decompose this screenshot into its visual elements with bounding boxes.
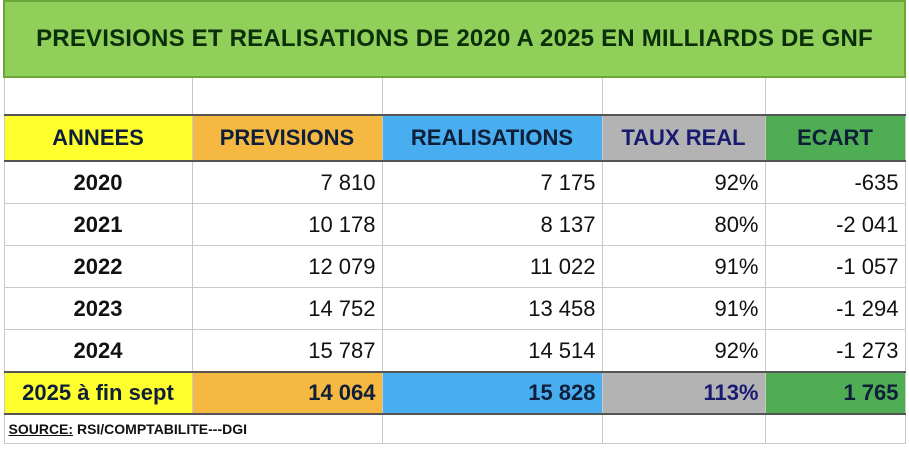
- year-cell[interactable]: 2021: [3, 203, 193, 246]
- header-annees[interactable]: ANNEES: [3, 114, 193, 162]
- total-realisations-cell[interactable]: 15 828: [381, 371, 603, 415]
- total-previsions-cell[interactable]: 14 064: [191, 371, 383, 415]
- header-ecart[interactable]: ECART: [764, 114, 906, 162]
- taux-cell[interactable]: 91%: [601, 287, 766, 330]
- taux-cell[interactable]: 80%: [601, 203, 766, 246]
- previsions-cell[interactable]: 12 079: [191, 245, 383, 288]
- total-taux-cell[interactable]: 113%: [601, 371, 766, 415]
- realisations-cell[interactable]: 8 137: [381, 203, 603, 246]
- header-realisations[interactable]: REALISATIONS: [381, 114, 603, 162]
- total-ecart-cell[interactable]: 1 765: [764, 371, 906, 415]
- table-row: 2021 10 178 8 137 80% -2 041: [3, 203, 906, 246]
- empty-cell[interactable]: [764, 76, 906, 116]
- ecart-cell[interactable]: -1 294: [764, 287, 906, 330]
- data-table: PREVISIONS ET REALISATIONS DE 2020 A 202…: [3, 0, 906, 444]
- year-cell[interactable]: 2020: [3, 160, 193, 204]
- ecart-cell[interactable]: -2 041: [764, 203, 906, 246]
- header-previsions[interactable]: PREVISIONS: [191, 114, 383, 162]
- header-row: ANNEES PREVISIONS REALISATIONS TAUX REAL…: [3, 114, 906, 162]
- table-row: 2023 14 752 13 458 91% -1 294: [3, 287, 906, 330]
- year-cell[interactable]: 2024: [3, 329, 193, 373]
- ecart-cell[interactable]: -1 273: [764, 329, 906, 373]
- empty-cell[interactable]: [381, 413, 603, 444]
- previsions-cell[interactable]: 14 752: [191, 287, 383, 330]
- table-row: 2020 7 810 7 175 92% -635: [3, 160, 906, 204]
- blank-row: [3, 76, 906, 116]
- empty-cell[interactable]: [3, 76, 193, 116]
- empty-cell[interactable]: [601, 76, 766, 116]
- previsions-cell[interactable]: 10 178: [191, 203, 383, 246]
- source-label: SOURCE:: [8, 421, 74, 437]
- year-cell[interactable]: 2022: [3, 245, 193, 288]
- year-cell[interactable]: 2023: [3, 287, 193, 330]
- total-row: 2025 à fin sept 14 064 15 828 113% 1 765: [3, 371, 906, 415]
- source-cell[interactable]: SOURCE: RSI/COMPTABILITE---DGI: [3, 413, 383, 444]
- table-title: PREVISIONS ET REALISATIONS DE 2020 A 202…: [3, 0, 906, 78]
- empty-cell[interactable]: [381, 76, 603, 116]
- realisations-cell[interactable]: 11 022: [381, 245, 603, 288]
- ecart-cell[interactable]: -635: [764, 160, 906, 204]
- realisations-cell[interactable]: 13 458: [381, 287, 603, 330]
- taux-cell[interactable]: 92%: [601, 160, 766, 204]
- empty-cell[interactable]: [764, 413, 906, 444]
- realisations-cell[interactable]: 14 514: [381, 329, 603, 373]
- table-row: 2022 12 079 11 022 91% -1 057: [3, 245, 906, 288]
- source-text: RSI/COMPTABILITE---DGI: [73, 421, 248, 437]
- previsions-cell[interactable]: 15 787: [191, 329, 383, 373]
- taux-cell[interactable]: 91%: [601, 245, 766, 288]
- realisations-cell[interactable]: 7 175: [381, 160, 603, 204]
- title-row: PREVISIONS ET REALISATIONS DE 2020 A 202…: [3, 0, 906, 78]
- source-row: SOURCE: RSI/COMPTABILITE---DGI: [3, 413, 906, 444]
- header-taux-real[interactable]: TAUX REAL: [601, 114, 766, 162]
- previsions-cell[interactable]: 7 810: [191, 160, 383, 204]
- empty-cell[interactable]: [191, 76, 383, 116]
- empty-cell[interactable]: [601, 413, 766, 444]
- ecart-cell[interactable]: -1 057: [764, 245, 906, 288]
- table-row: 2024 15 787 14 514 92% -1 273: [3, 329, 906, 373]
- total-year-cell[interactable]: 2025 à fin sept: [3, 371, 193, 415]
- taux-cell[interactable]: 92%: [601, 329, 766, 373]
